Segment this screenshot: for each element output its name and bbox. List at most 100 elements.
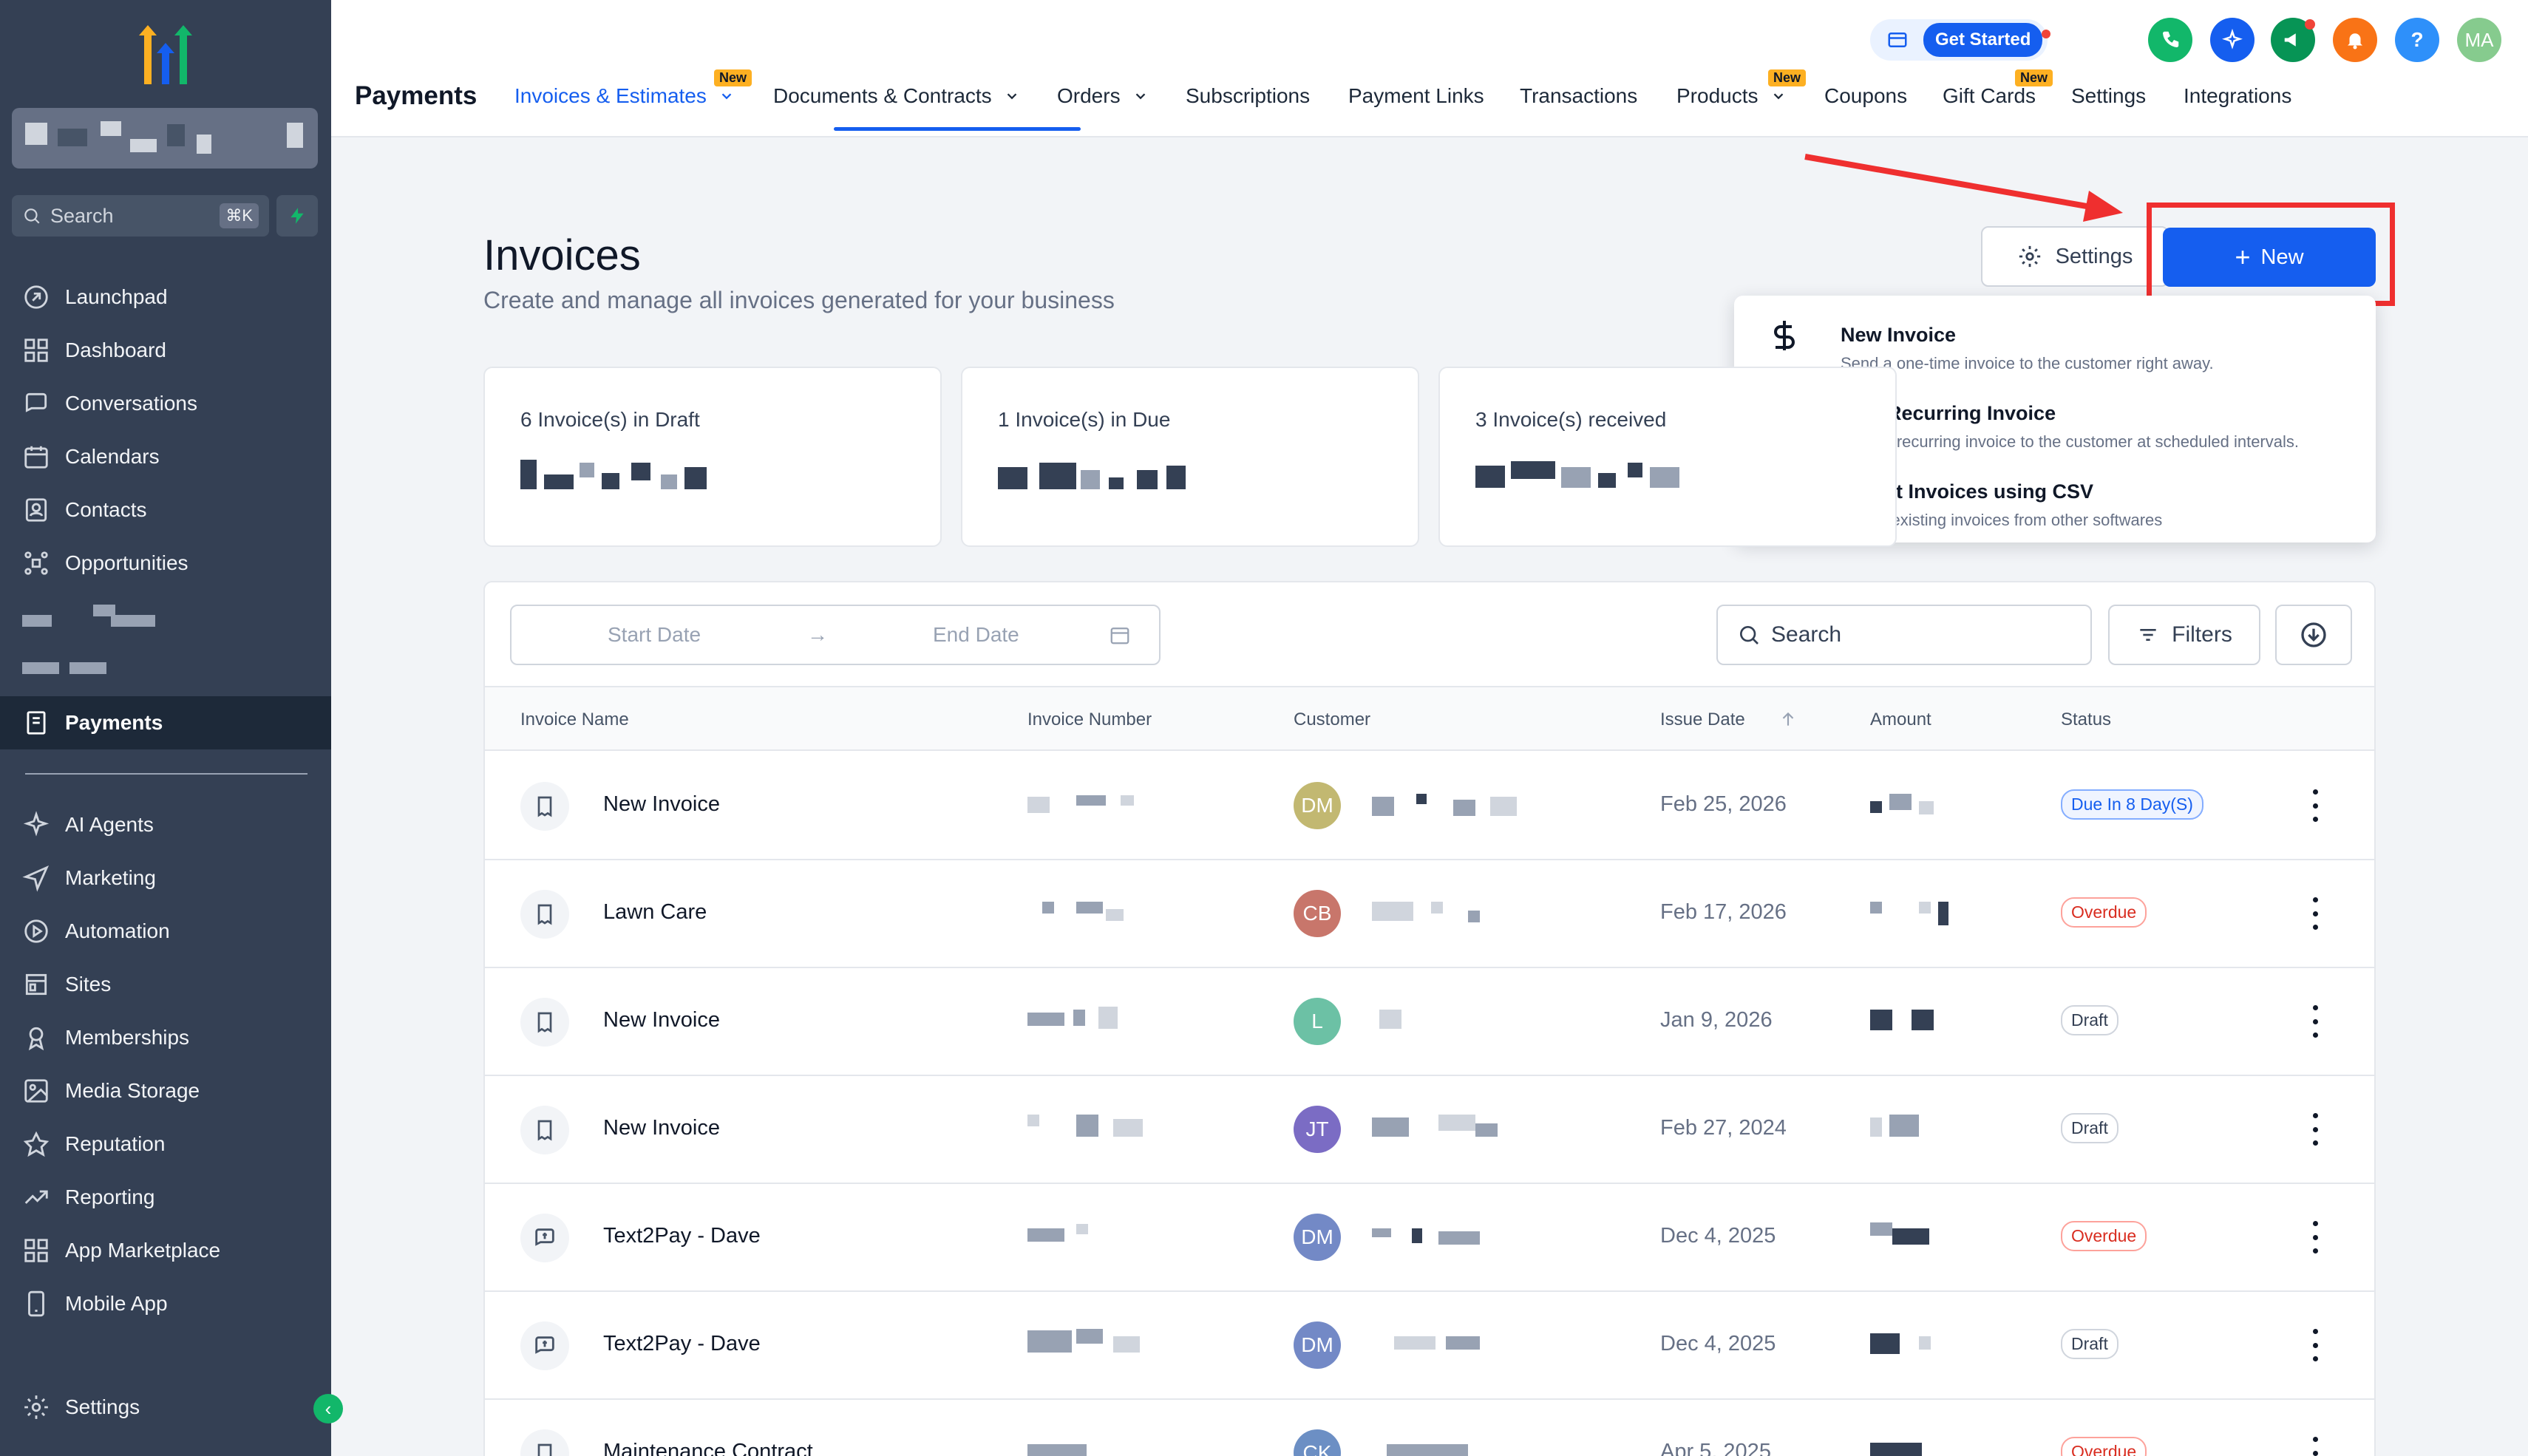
column-header[interactable]: Amount	[1870, 710, 1931, 729]
tab-orders[interactable]: Orders	[1057, 84, 1149, 108]
invoice-name[interactable]: New Invoice	[603, 792, 720, 816]
filters-button[interactable]: Filters	[2108, 605, 2260, 665]
tab-transactions[interactable]: Transactions	[1520, 84, 1637, 108]
opportunities-icon	[24, 551, 48, 575]
stat-card-due[interactable]: 1 Invoice(s) in Due	[961, 367, 1419, 547]
row-actions-kebab-icon[interactable]	[2308, 1329, 2323, 1361]
invoice-name[interactable]: Maintenance Contract	[603, 1440, 813, 1456]
tab-integrations[interactable]: Integrations	[2184, 84, 2291, 108]
get-started-label: Get Started	[1923, 23, 2043, 57]
table-row[interactable]: New Invoice L Jan 9, 2026 Draft	[485, 968, 2374, 1076]
annotation-arrow	[1804, 154, 2123, 222]
announcements-button[interactable]	[2271, 18, 2315, 62]
table-row[interactable]: New Invoice DM Feb 25, 2026 Due In 8 Day…	[485, 752, 2374, 860]
sidebar-item-app-marketplace[interactable]: App Marketplace	[22, 1230, 220, 1271]
text2pay-icon	[520, 1321, 569, 1370]
chevron-down-icon	[1773, 93, 1783, 100]
row-actions-kebab-icon[interactable]	[2308, 897, 2323, 930]
filters-label: Filters	[2172, 622, 2232, 647]
stat-card-draft[interactable]: 6 Invoice(s) in Draft	[483, 367, 942, 547]
tab-coupons[interactable]: Coupons	[1824, 84, 1907, 108]
tab-label: Transactions	[1520, 84, 1638, 107]
tab-gift-cards[interactable]: Gift Cards	[1943, 84, 2036, 108]
row-actions-kebab-icon[interactable]	[2308, 1113, 2323, 1146]
user-avatar[interactable]: MA	[2457, 18, 2501, 62]
tab-label: Documents & Contracts	[773, 84, 992, 107]
invoice-name[interactable]: Lawn Care	[603, 900, 707, 924]
column-header[interactable]: Invoice Number	[1027, 710, 1152, 729]
sidebar-item-reputation[interactable]: Reputation	[22, 1123, 165, 1165]
sidebar-item-label: Automation	[65, 919, 170, 942]
account-switcher[interactable]	[12, 108, 318, 169]
invoice-name[interactable]: New Invoice	[603, 1008, 720, 1032]
end-date-input[interactable]: End Date	[933, 623, 1019, 646]
sidebar-item-media-storage[interactable]: Media Storage	[22, 1070, 200, 1112]
section-title: Payments	[355, 81, 478, 110]
sidebar-collapse-button[interactable]: ‹	[313, 1394, 343, 1423]
column-header[interactable]: Invoice Name	[520, 710, 629, 729]
export-button[interactable]	[2275, 605, 2352, 665]
tab-documents-contracts[interactable]: Documents & Contracts	[773, 84, 1020, 108]
sidebar-item-sites[interactable]: Sites	[22, 964, 111, 1005]
sidebar-item-memberships[interactable]: Memberships	[22, 1017, 189, 1058]
start-date-input[interactable]: Start Date	[608, 623, 701, 646]
ai-assistant-button[interactable]	[2210, 18, 2255, 62]
stat-card-received[interactable]: 3 Invoice(s) received	[1438, 367, 1897, 547]
sidebar-item-calendars[interactable]: Calendars	[22, 436, 160, 477]
invoice-settings-button[interactable]: Settings	[1981, 226, 2169, 287]
sidebar-item-label: Media Storage	[65, 1079, 200, 1102]
sidebar-item-contacts[interactable]: Contacts	[22, 489, 147, 531]
row-actions-kebab-icon[interactable]	[2308, 1221, 2323, 1253]
row-actions-kebab-icon[interactable]	[2308, 1005, 2323, 1038]
sidebar-item-conversations[interactable]: Conversations	[22, 383, 197, 424]
invoice-name[interactable]: Text2Pay - Dave	[603, 1332, 761, 1355]
sort-arrow-icon[interactable]	[1778, 710, 1798, 729]
phone-button[interactable]	[2148, 18, 2192, 62]
menu-item-new-invoice[interactable]: New Invoice Send a one-time invoice to t…	[1767, 305, 2214, 375]
invoice-name[interactable]: New Invoice	[603, 1116, 720, 1140]
send-icon	[22, 865, 50, 892]
sidebar-item-automation[interactable]: Automation	[22, 911, 170, 952]
sidebar-item-label: Mobile App	[65, 1292, 168, 1315]
row-actions-kebab-icon[interactable]	[2308, 789, 2323, 822]
status-badge: Due In 8 Day(S)	[2061, 789, 2203, 820]
invoice-name[interactable]: Text2Pay - Dave	[603, 1224, 761, 1248]
sidebar-item-label: Contacts	[65, 498, 147, 521]
quick-action-button[interactable]	[276, 195, 318, 237]
tab-payment-links[interactable]: Payment Links	[1348, 84, 1484, 108]
column-header[interactable]: Customer	[1294, 710, 1371, 729]
sidebar-item-settings[interactable]: Settings	[22, 1387, 140, 1428]
search-placeholder: Search	[1771, 622, 1842, 647]
sidebar-item-dashboard[interactable]: Dashboard	[22, 330, 166, 371]
notifications-button[interactable]	[2333, 18, 2377, 62]
active-tab-indicator	[834, 127, 1081, 131]
column-header[interactable]: Issue Date	[1660, 710, 1745, 729]
table-row[interactable]: Lawn Care CB Feb 17, 2026 Overdue	[485, 860, 2374, 968]
get-started-button[interactable]: Get Started	[1870, 19, 2050, 61]
dashboard-icon	[24, 339, 48, 362]
table-search-input[interactable]: Search	[1716, 605, 2092, 665]
help-button[interactable]: ?	[2395, 18, 2439, 62]
tab-products[interactable]: Products	[1676, 84, 1787, 108]
sidebar-search[interactable]: Search ⌘K	[12, 195, 269, 237]
sidebar-item-mobile-app[interactable]: Mobile App	[22, 1283, 168, 1324]
column-header[interactable]: Status	[2061, 710, 2112, 729]
sidebar-item-marketing[interactable]: Marketing	[22, 857, 156, 899]
sidebar-item-payments[interactable]: Payments	[22, 702, 163, 744]
tab-subscriptions[interactable]: Subscriptions	[1186, 84, 1310, 108]
table-row[interactable]: Text2Pay - Dave DM Dec 4, 2025 Overdue	[485, 1184, 2374, 1292]
tab-settings[interactable]: Settings	[2071, 84, 2146, 108]
customer-avatar: CB	[1294, 890, 1341, 937]
tab-invoices-estimates[interactable]: Invoices & Estimates	[514, 84, 735, 108]
sidebar-item-opportunities[interactable]: Opportunities	[22, 542, 188, 584]
sidebar-item-launchpad[interactable]: Launchpad	[22, 276, 168, 318]
sidebar-item-reporting[interactable]: Reporting	[22, 1177, 154, 1218]
date-range-picker[interactable]: Start Date → End Date	[510, 605, 1161, 665]
status-badge: Overdue	[2061, 1221, 2147, 1251]
new-button[interactable]: + New	[2163, 228, 2376, 287]
table-row[interactable]: Maintenance Contract CK Apr 5, 2025 Over…	[485, 1400, 2374, 1456]
table-row[interactable]: Text2Pay - Dave DM Dec 4, 2025 Draft	[485, 1292, 2374, 1400]
row-actions-kebab-icon[interactable]	[2308, 1437, 2323, 1456]
sidebar-item-ai-agents[interactable]: AI Agents	[22, 804, 154, 846]
table-row[interactable]: New Invoice JT Feb 27, 2024 Draft	[485, 1076, 2374, 1184]
